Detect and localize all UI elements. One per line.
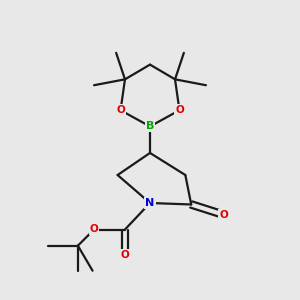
Text: B: B [146, 122, 154, 131]
Text: O: O [219, 210, 228, 220]
Text: N: N [146, 198, 154, 208]
Text: O: O [90, 224, 98, 235]
Text: O: O [121, 250, 129, 260]
Text: O: O [175, 105, 184, 115]
Text: O: O [116, 105, 125, 115]
